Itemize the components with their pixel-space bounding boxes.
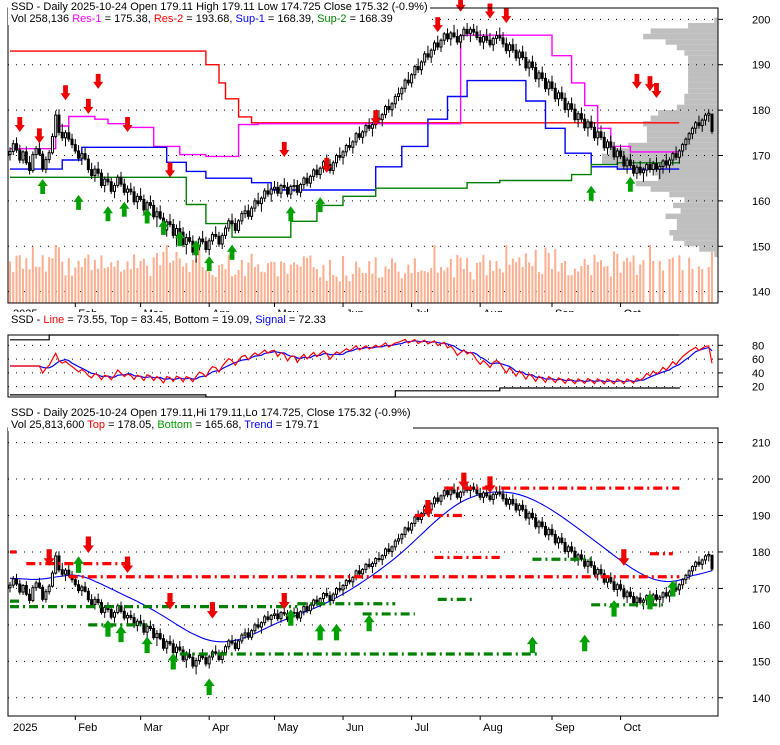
osc-signal-value: = 72.33 — [288, 314, 326, 326]
trend-trend-label: Trend — [244, 419, 273, 431]
res2-label: Res-2 — [153, 13, 184, 25]
price-x-tick: Oct — [624, 308, 641, 312]
osc-y-tick: 20 — [752, 382, 764, 394]
trend-y-tick: 180 — [752, 547, 770, 559]
price-y-tick: 150 — [752, 241, 770, 253]
trend-x-tick: Jun — [346, 722, 364, 734]
trend-bottom-label: Bottom — [157, 419, 193, 431]
trend-x-tick: May — [277, 722, 298, 734]
oscillator-chart-canvas[interactable]: 20 40 60 80 — [0, 313, 780, 405]
trend-y-tick: 140 — [752, 693, 770, 705]
trend-y-tick: 160 — [752, 620, 770, 632]
sup1-label: Sup-1 — [235, 13, 265, 25]
price-y-tick: 170 — [752, 151, 770, 163]
osc-symbol: SSD - — [11, 314, 41, 326]
trend-title-quote: SSD - Daily 2025-10-24 Open 179.11,Hi 17… — [11, 407, 411, 419]
trend-y-tick: 200 — [752, 474, 770, 486]
sup1-value: = 168.39, — [267, 13, 315, 25]
trend-bottom-value: = 165.68, — [195, 419, 242, 431]
trend-panel-title: SSD - Daily 2025-10-24 Open 179.11,Hi 17… — [8, 407, 413, 431]
price-x-tick: Apr — [212, 308, 229, 312]
trend-x-tick: 2025 — [13, 722, 37, 734]
osc-bottom-label: Bottom — [174, 314, 210, 326]
price-title-quote: SSD - Daily 2025-10-24 Open 179.11 High … — [11, 1, 428, 13]
sup2-label: Sup-2 — [317, 13, 347, 25]
oscillator-panel-title: SSD - Line = 73.55, Top = 83.45, Bottom … — [8, 314, 328, 326]
trend-y-tick: 190 — [752, 510, 770, 522]
price-y-tick: 140 — [752, 287, 770, 299]
price-y-tick: 190 — [752, 60, 770, 72]
res2-value: = 193.68, — [186, 13, 233, 25]
trend-x-tick: Aug — [483, 722, 503, 734]
trend-x-tick: Jul — [415, 722, 429, 734]
trend-x-tick: Oct — [624, 722, 641, 734]
price-y-tick: 180 — [752, 105, 770, 117]
trend-x-tick: Apr — [212, 722, 229, 734]
price-x-tick: Sep — [555, 308, 575, 312]
trend-top-label: Top — [87, 419, 106, 431]
price-x-tick: Mar — [144, 308, 163, 312]
osc-bottom-value: = 19.09, — [212, 314, 253, 326]
trend-panel: SSD - Daily 2025-10-24 Open 179.11,Hi 17… — [0, 406, 780, 745]
trend-y-tick: 210 — [752, 438, 770, 450]
price-y-tick: 160 — [752, 196, 770, 208]
price-chart-canvas[interactable]: 140 150 160 170 180 190 200 2025 Feb Mar Apr May Jun… — [0, 0, 780, 312]
trend-x-tick: Feb — [78, 722, 97, 734]
res1-value: = 175.38, — [104, 13, 151, 25]
trend-x-tick: Mar — [144, 722, 163, 734]
osc-y-tick: 40 — [752, 368, 764, 380]
osc-top-value: = 83.45, — [131, 314, 172, 326]
price-volume-label: Vol 258,136 — [11, 13, 70, 25]
price-x-tick: 2025 — [13, 308, 37, 312]
osc-signal-label: Signal — [255, 314, 286, 326]
price-panel: SSD - Daily 2025-10-24 Open 179.11 High … — [0, 0, 780, 312]
trend-top-value: = 178.05, — [108, 419, 155, 431]
price-x-tick: May — [277, 308, 298, 312]
osc-line-value: = 73.55, — [67, 314, 108, 326]
price-x-tick: Feb — [78, 308, 97, 312]
trend-x-tick: Sep — [555, 722, 575, 734]
price-panel-title: SSD - Daily 2025-10-24 Open 179.11 High … — [8, 1, 430, 25]
price-x-tick: Aug — [483, 308, 503, 312]
osc-y-tick: 80 — [752, 340, 764, 352]
osc-top-label: Top — [110, 314, 128, 326]
trend-y-tick: 150 — [752, 656, 770, 668]
osc-line-label: Line — [43, 314, 65, 326]
trend-volume-label: Vol 25,813,600 — [11, 419, 85, 431]
price-x-tick: Jun — [346, 308, 364, 312]
trend-chart-canvas[interactable]: 140 150 160 170 180 190 200 210 2025 Feb Mar Apr May… — [0, 406, 780, 745]
trend-y-tick: 170 — [752, 583, 770, 595]
price-x-tick: Jul — [415, 308, 429, 312]
price-y-tick: 200 — [752, 14, 770, 26]
sup2-value: = 168.39 — [349, 13, 393, 25]
res1-label: Res-1 — [72, 13, 102, 25]
osc-y-tick: 60 — [752, 354, 764, 366]
oscillator-panel: SSD - Line = 73.55, Top = 83.45, Bottom … — [0, 313, 780, 405]
trend-trend-value: = 179.71 — [275, 419, 319, 431]
